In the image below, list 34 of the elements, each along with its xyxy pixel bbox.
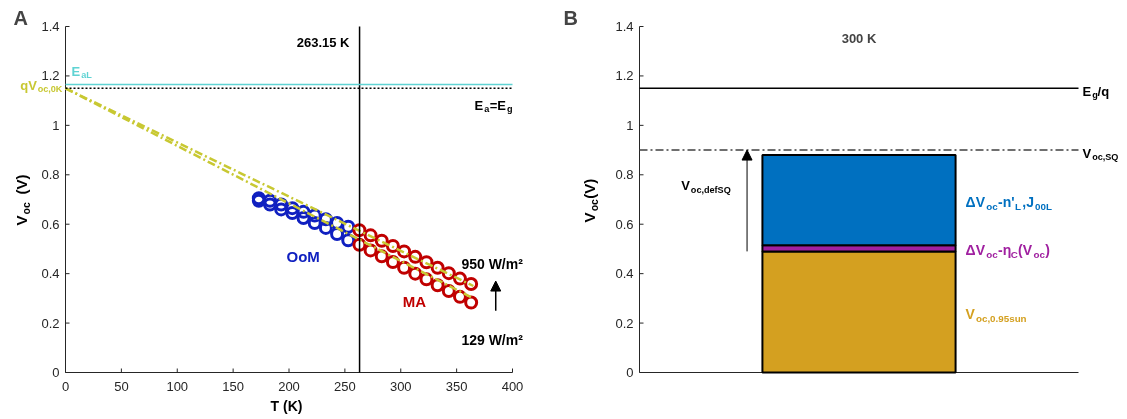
x-tick-label: 400 xyxy=(501,379,524,394)
y-tick-label: 1.2 xyxy=(615,68,634,84)
annotation: 950 W/m² xyxy=(461,256,524,272)
series-label: OoM xyxy=(286,248,320,266)
ref-line-label: 263.15 K xyxy=(296,35,351,50)
y-tick-label: 0 xyxy=(626,365,634,380)
text: B xyxy=(563,6,578,29)
y-tick-label: 0.2 xyxy=(41,315,60,331)
y-tick-label: 0.6 xyxy=(615,216,634,232)
x-tick-label: 300 xyxy=(389,379,412,394)
series-label: MA xyxy=(402,293,427,311)
y-tick-label: 0.4 xyxy=(41,266,60,282)
x-tick-label: 350 xyxy=(445,379,468,394)
annotation: 129 W/m² xyxy=(461,332,524,349)
y-tick-label: 0.6 xyxy=(41,216,60,232)
y-axis-title: Voc (V) xyxy=(13,174,32,226)
y-tick-label: 0 xyxy=(52,365,60,380)
y-tick-label: 1 xyxy=(52,117,60,133)
x-tick-label: 50 xyxy=(114,379,129,394)
text: A xyxy=(13,6,28,29)
y-tick-label: 0.4 xyxy=(615,266,634,282)
y-tick-label: 0.8 xyxy=(615,167,634,183)
chart-title: 300 K xyxy=(841,31,877,46)
y-tick-label: 0.8 xyxy=(41,167,60,183)
x-tick-label: 250 xyxy=(334,379,356,394)
x-tick-label: 150 xyxy=(222,379,244,394)
y-tick-label: 1.4 xyxy=(41,19,60,34)
x-axis-title: T (K) xyxy=(270,397,303,414)
x-tick-label: 200 xyxy=(278,379,300,394)
x-tick-label: 100 xyxy=(166,379,189,394)
y-tick-label: 1.4 xyxy=(615,19,634,34)
y-axis-title: Voc(V) xyxy=(581,178,600,223)
y-tick-label: 0.2 xyxy=(615,315,634,331)
y-tick-label: 1 xyxy=(626,117,634,133)
